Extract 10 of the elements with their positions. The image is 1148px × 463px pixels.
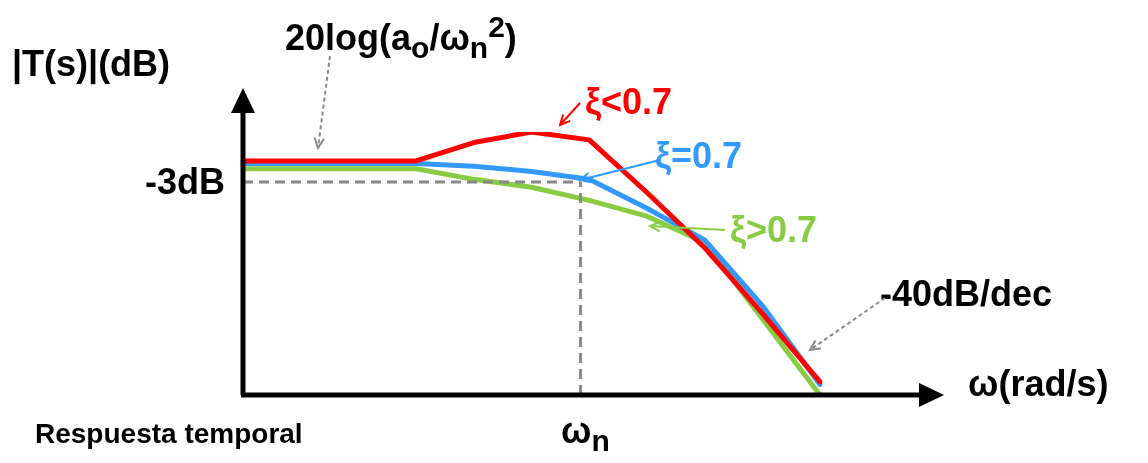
legend-label: ξ<0.7 bbox=[585, 81, 673, 122]
text: 20log(a$_{o}$/ω$_{n}$$^{2}$) bbox=[285, 10, 517, 65]
text: ω$_{n}$ bbox=[561, 410, 610, 458]
y-axis-title: |T(s)|(dB) bbox=[12, 43, 171, 84]
ref-line-label: -3dB bbox=[145, 160, 225, 202]
legend-label: ξ=0.7 bbox=[655, 135, 743, 176]
x-axis-title: ω(rad/s) bbox=[968, 363, 1109, 404]
legend-label: ξ>0.7 bbox=[730, 209, 818, 250]
text: -40dB/dec bbox=[880, 273, 1053, 314]
text: Respuesta temporal bbox=[35, 418, 303, 449]
